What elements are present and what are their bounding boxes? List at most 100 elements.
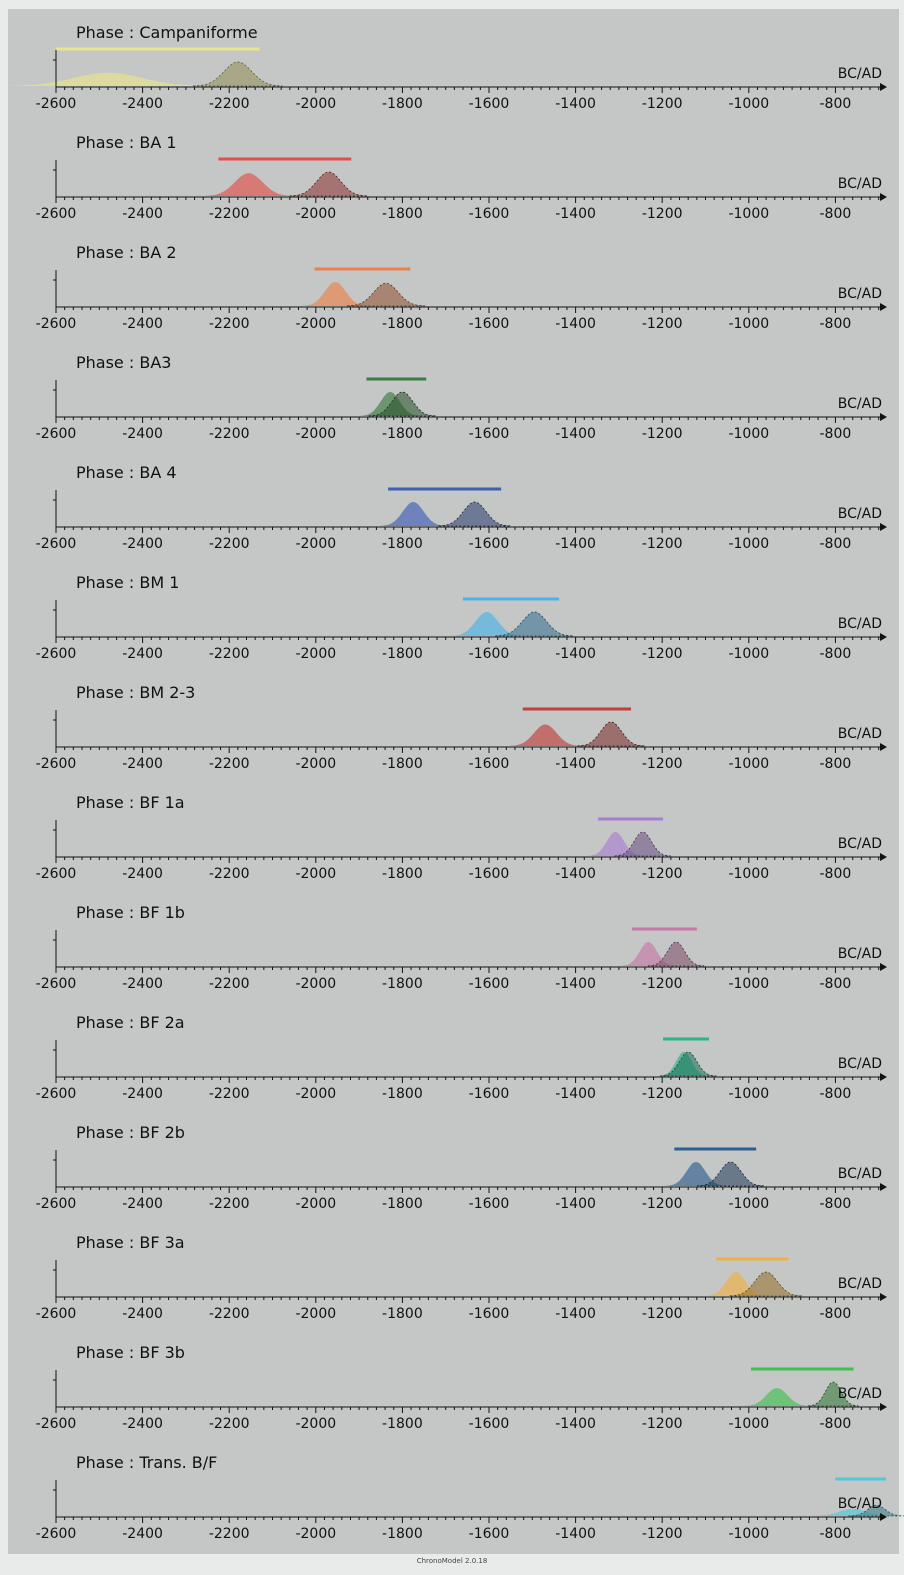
x-tick-label: -1200 <box>642 1086 683 1102</box>
x-tick-label: -800 <box>820 1526 852 1542</box>
x-tick-label: -2400 <box>122 96 163 112</box>
x-tick-label: -1800 <box>382 756 423 772</box>
x-tick-label: -2400 <box>122 1196 163 1212</box>
phase-title: Phase : BA 4 <box>76 463 177 482</box>
x-tick-label: -2400 <box>122 426 163 442</box>
x-tick-label: -2400 <box>122 316 163 332</box>
x-axis-arrow <box>880 743 887 751</box>
x-axis-unit-label: BC/AD <box>838 176 882 192</box>
x-tick-label: -1800 <box>382 1086 423 1102</box>
x-tick-label: -2200 <box>209 206 250 222</box>
x-tick-label: -800 <box>820 316 852 332</box>
phase-begin-density <box>302 282 369 306</box>
x-tick-label: -1400 <box>555 756 596 772</box>
x-tick-label: -2400 <box>122 976 163 992</box>
x-axis-arrow <box>880 523 887 531</box>
x-tick-label: -1000 <box>728 756 769 772</box>
phase-end-density <box>289 171 368 197</box>
x-tick-label: -2200 <box>209 426 250 442</box>
x-tick-label: -800 <box>820 96 852 112</box>
phase-end-density <box>368 391 437 417</box>
phase-title: Phase : Campaniforme <box>76 23 258 42</box>
x-tick-label: -1400 <box>555 866 596 882</box>
x-tick-label: -2000 <box>295 976 336 992</box>
phase-title: Phase : BF 2b <box>76 1123 185 1142</box>
x-tick-label: -1000 <box>728 1196 769 1212</box>
phase-end-density <box>697 1161 765 1187</box>
x-tick-label: -2200 <box>209 646 250 662</box>
x-tick-label: -2600 <box>36 756 77 772</box>
x-tick-label: -1200 <box>642 866 683 882</box>
x-tick-label: -1600 <box>469 536 510 552</box>
x-tick-label: -1400 <box>555 1306 596 1322</box>
x-tick-label: -1200 <box>642 96 683 112</box>
x-tick-label: -2200 <box>209 96 250 112</box>
phase-begin-density <box>450 612 523 636</box>
x-axis-unit-label: BC/AD <box>838 1496 882 1512</box>
x-axis-arrow <box>880 963 887 971</box>
x-axis-unit-label: BC/AD <box>838 286 882 302</box>
x-tick-label: -2400 <box>122 756 163 772</box>
x-tick-label: -1600 <box>469 976 510 992</box>
x-tick-label: -1000 <box>728 866 769 882</box>
x-tick-label: -1400 <box>555 426 596 442</box>
phase-end-density <box>577 721 645 747</box>
phase-end-density <box>193 61 283 87</box>
x-tick-label: -1800 <box>382 1196 423 1212</box>
x-tick-label: -1200 <box>642 1306 683 1322</box>
x-tick-label: -2200 <box>209 1526 250 1542</box>
phase-begin-density <box>0 72 219 86</box>
x-tick-label: -1800 <box>382 206 423 222</box>
x-tick-label: -1000 <box>728 426 769 442</box>
x-tick-label: -1800 <box>382 1416 423 1432</box>
x-tick-label: -1200 <box>642 756 683 772</box>
x-tick-label: -2600 <box>36 1526 77 1542</box>
phase-title: Phase : BF 3b <box>76 1343 185 1362</box>
x-axis-arrow <box>880 853 887 861</box>
phase-panel: Phase : BF 3b -2600 -2400 -2200 -2000 -1800 -1… <box>36 1343 887 1432</box>
phase-end-density <box>495 611 574 637</box>
phase-end-density <box>647 941 705 967</box>
x-axis-unit-label: BC/AD <box>838 396 882 412</box>
x-axis-unit-label: BC/AD <box>838 66 882 82</box>
phase-title: Phase : BA 2 <box>76 243 177 262</box>
phase-title: Phase : BF 1b <box>76 903 185 922</box>
x-tick-label: -1400 <box>555 96 596 112</box>
x-tick-label: -800 <box>820 976 852 992</box>
x-tick-label: -1600 <box>469 1306 510 1322</box>
x-tick-label: -2400 <box>122 866 163 882</box>
x-tick-label: -1400 <box>555 206 596 222</box>
x-tick-label: -2600 <box>36 426 77 442</box>
x-tick-label: -1600 <box>469 316 510 332</box>
x-axis-unit-label: BC/AD <box>838 1276 882 1292</box>
x-tick-label: -2000 <box>295 756 336 772</box>
x-tick-label: -800 <box>820 1196 852 1212</box>
x-tick-label: -800 <box>820 1306 852 1322</box>
x-tick-label: -1000 <box>728 206 769 222</box>
x-tick-label: -800 <box>820 536 852 552</box>
x-tick-label: -1200 <box>642 646 683 662</box>
x-tick-label: -1400 <box>555 976 596 992</box>
x-axis-unit-label: BC/AD <box>838 1166 882 1182</box>
phase-title: Phase : BM 2-3 <box>76 683 195 702</box>
phase-end-density <box>848 1504 904 1517</box>
x-tick-label: -2000 <box>295 1086 336 1102</box>
x-tick-label: -2200 <box>209 1196 250 1212</box>
x-tick-label: -800 <box>820 426 852 442</box>
x-tick-label: -1200 <box>642 426 683 442</box>
x-tick-label: -1400 <box>555 646 596 662</box>
phase-end-density <box>660 1051 717 1077</box>
x-tick-label: -2600 <box>36 1306 77 1322</box>
x-tick-label: -2000 <box>295 646 336 662</box>
phase-title: Phase : Trans. B/F <box>76 1453 217 1472</box>
x-tick-label: -1600 <box>469 96 510 112</box>
x-tick-label: -2000 <box>295 96 336 112</box>
x-tick-label: -2600 <box>36 1416 77 1432</box>
x-tick-label: -1000 <box>728 646 769 662</box>
phase-begin-density <box>743 1388 811 1406</box>
x-tick-label: -1800 <box>382 646 423 662</box>
phase-begin-density <box>665 1162 727 1186</box>
x-tick-label: -800 <box>820 1086 852 1102</box>
phase-end-density <box>807 1381 859 1407</box>
phase-panel: Phase : Campaniforme -2600 -2400 -2200 -2000… <box>0 23 887 112</box>
